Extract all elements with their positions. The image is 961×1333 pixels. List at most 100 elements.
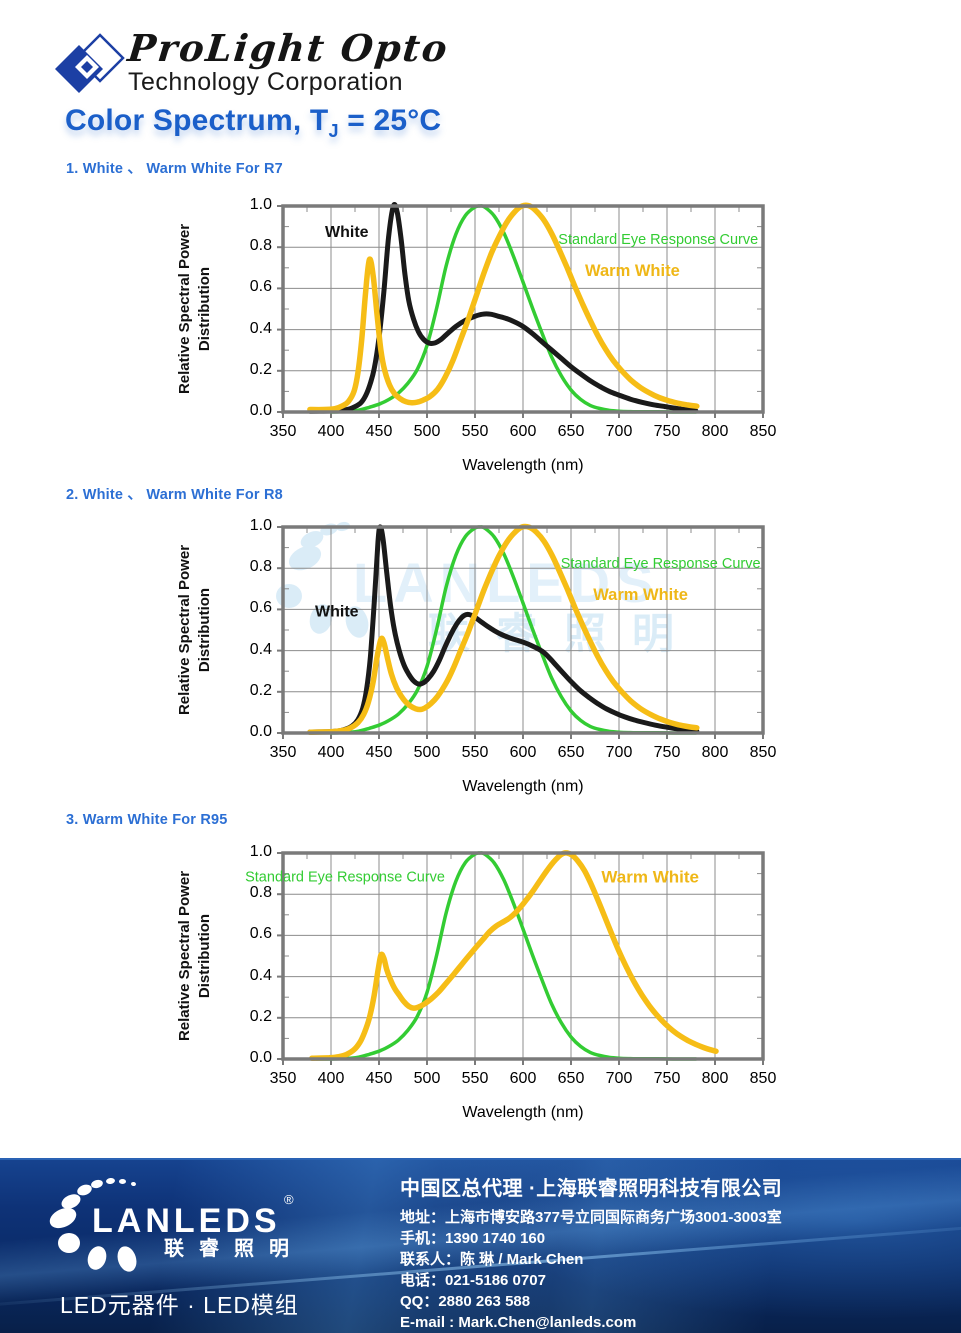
y-axis-label: Relative Spectral Power Distribution — [175, 179, 217, 439]
curve-label-white: White — [315, 604, 359, 621]
section-heading-3: 3. Warm White For R95 — [66, 812, 228, 828]
y-tick-label: 1.0 — [249, 517, 272, 534]
y-tick-label: 0.6 — [249, 599, 272, 617]
x-tick-label: 650 — [557, 423, 585, 440]
y-tick-label: 0.8 — [249, 237, 272, 255]
footer: LANLEDS ® 联睿照明 LED元器件 · LED模组 中国区总代理 ·上海… — [0, 1158, 961, 1333]
x-tick-label: 500 — [413, 1070, 441, 1087]
x-tick-label: 500 — [413, 744, 441, 761]
x-tick-label: 800 — [701, 1070, 729, 1087]
lanleds-dot — [118, 1178, 126, 1184]
curve-label-standard-eye-response-curve: Standard Eye Response Curve — [245, 870, 445, 886]
prolight-logo: ProLight Opto Technology Corporation — [50, 20, 470, 100]
plot-border — [281, 204, 765, 414]
footer-contact-line: QQ：2880 263 588 — [400, 1293, 531, 1310]
y-tick-label: 1.0 — [249, 843, 272, 860]
x-axis-title: Wavelength (nm) — [462, 778, 584, 795]
lanleds-dot — [90, 1178, 104, 1190]
y-tick-label: 1.0 — [249, 196, 272, 213]
y-tick-label: 0.2 — [249, 681, 272, 699]
x-tick-label: 600 — [509, 423, 537, 440]
footer-contact-line: E-mail : Mark.Chen@lanleds.com — [400, 1314, 637, 1331]
y-tick-label: 0.0 — [249, 1049, 272, 1066]
curve-white — [307, 524, 700, 735]
footer-contact-line: 地址：上海市博安路377号立同国际商务广场3001-3003室 — [400, 1209, 782, 1226]
y-tick-label: 0.4 — [249, 319, 272, 337]
x-tick-label: 750 — [653, 423, 681, 440]
y-tick-label: 0.8 — [249, 884, 272, 902]
x-axis-title: Wavelength (nm) — [462, 1104, 584, 1121]
y-tick-label: 0.4 — [249, 966, 272, 984]
x-tick-label: 450 — [365, 1070, 393, 1087]
y-tick-label: 0.8 — [249, 558, 272, 576]
y-tick-label: 0.4 — [249, 640, 272, 658]
curve-warm-white — [309, 850, 719, 1061]
y-tick-label: 0.2 — [249, 360, 272, 378]
curve-label-warm-white: Warm White — [601, 868, 699, 887]
y-axis-label-line: Relative Spectral Power — [176, 544, 193, 716]
y-axis-label-line: Relative Spectral Power — [176, 223, 193, 395]
plot-svg: White Standard Eye Response Curve Warm Whi… — [277, 201, 765, 418]
curve-warm-white — [307, 523, 700, 735]
x-tick-label: 500 — [413, 423, 441, 440]
x-tick-label: 700 — [605, 423, 633, 440]
y-axis-label-line: Relative Spectral Power — [176, 870, 193, 1042]
y-tick-label: 0.6 — [249, 278, 272, 296]
y-axis-label-line: Distribution — [196, 266, 213, 352]
y-tick-label: 0.2 — [249, 1007, 272, 1025]
section-heading-2: 2. White 、 Warm White For R8 — [66, 487, 283, 503]
curve-label-warm-white: Warm White — [585, 262, 680, 280]
x-tick-label: 850 — [749, 1070, 777, 1087]
lanleds-dot — [58, 1233, 80, 1253]
lanleds-dot — [130, 1181, 136, 1187]
x-tick-label: 750 — [653, 1070, 681, 1087]
x-tick-label: 700 — [605, 1070, 633, 1087]
x-tick-label: 350 — [269, 744, 297, 761]
prolight-diamond-icon — [55, 33, 125, 93]
logo-script-text: ProLight Opto — [125, 26, 451, 70]
x-tick-label: 850 — [749, 744, 777, 761]
x-tick-label: 450 — [365, 423, 393, 440]
x-tick-label: 550 — [461, 423, 489, 440]
title-subscript: J — [328, 121, 339, 141]
lanleds-chinese-name: 联睿照明 — [164, 1238, 304, 1260]
y-axis-label: Relative Spectral Power Distribution — [175, 500, 217, 760]
x-tick-label: 850 — [749, 423, 777, 440]
y-axis-label-line: Distribution — [196, 587, 213, 673]
footer-contact-block: 地址：上海市博安路377号立同国际商务广场3001-3003室 手机：1390 1… — [400, 1207, 782, 1333]
x-tick-label: 400 — [317, 423, 345, 440]
x-tick-label: 800 — [701, 423, 729, 440]
plot-svg: White Standard Eye Response Curve Warm Whi… — [277, 523, 765, 739]
x-tick-label: 550 — [461, 1070, 489, 1087]
x-tick-label: 350 — [269, 423, 297, 440]
x-axis-title: Wavelength (nm) — [462, 457, 584, 474]
footer-contact-line: 联系人：陈 琳 / Mark Chen — [400, 1251, 584, 1268]
footer-glow — [441, 1160, 961, 1333]
plot-border — [281, 851, 765, 1061]
section-heading-1: 1. White 、 Warm White For R7 — [66, 161, 283, 177]
x-tick-label: 600 — [509, 1070, 537, 1087]
x-tick-label: 750 — [653, 744, 681, 761]
curve-label-white: White — [325, 224, 369, 241]
plot-border — [281, 525, 765, 735]
curve-label-warm-white: Warm White — [593, 586, 688, 604]
y-tick-label: 0.0 — [249, 723, 272, 740]
curve-warm-white — [307, 202, 700, 413]
x-tick-label: 650 — [557, 744, 585, 761]
lanleds-dot — [105, 1177, 115, 1185]
curve-label-standard-eye-response-curve: Standard Eye Response Curve — [558, 232, 758, 248]
y-axis-label: Relative Spectral Power Distribution — [175, 826, 217, 1086]
x-tick-label: 400 — [317, 1070, 345, 1087]
x-tick-label: 800 — [701, 744, 729, 761]
footer-contact-line: 手机：1390 1740 160 — [400, 1230, 546, 1247]
y-tick-label: 0.0 — [249, 402, 272, 419]
footer-contact-line: 电话：021-5186 0707 — [400, 1272, 546, 1289]
y-axis-label-line: Distribution — [196, 913, 213, 999]
lanleds-wordmark: LANLEDS — [92, 1202, 281, 1240]
footer-distributor-heading: 中国区总代理 ·上海联睿照明科技有限公司 — [400, 1178, 783, 1200]
page-title: Color Spectrum, TJ = 25°C — [65, 104, 441, 142]
x-tick-label: 700 — [605, 744, 633, 761]
title-prefix: Color Spectrum, T — [65, 104, 329, 137]
x-tick-label: 450 — [365, 744, 393, 761]
